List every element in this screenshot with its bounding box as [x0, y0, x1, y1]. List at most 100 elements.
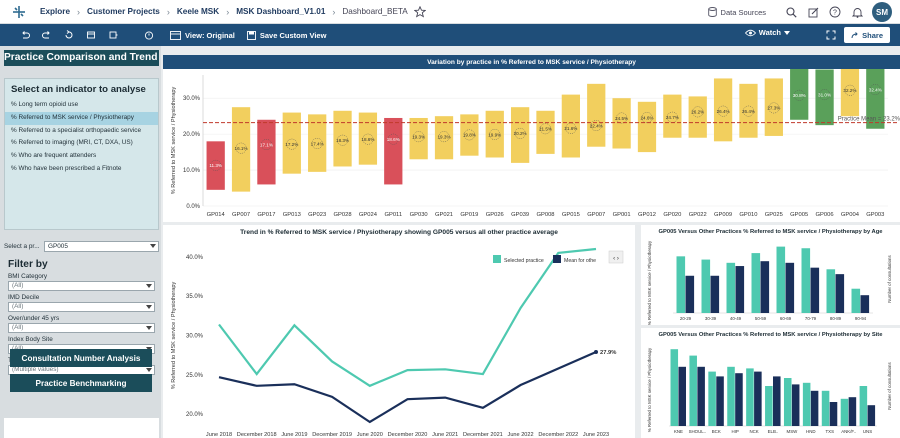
selected-practice-bar[interactable]: [776, 246, 786, 313]
selected-practice-bar[interactable]: [726, 262, 736, 313]
indicator-option[interactable]: % Referred to a specialist orthopaedic s…: [11, 126, 142, 134]
watch-button[interactable]: Watch: [744, 28, 790, 37]
other-practices-bar[interactable]: [835, 274, 845, 313]
other-practices-bar[interactable]: [735, 373, 743, 426]
practice-range-bar[interactable]: [536, 110, 555, 154]
selected-practice-bar[interactable]: [670, 349, 679, 426]
breadcrumb-explore[interactable]: Explore: [40, 7, 71, 16]
variation-chart[interactable]: % Referred to MSK service / Physiotherap…: [163, 69, 900, 222]
edit-icon[interactable]: [802, 2, 824, 22]
practice-range-bar[interactable]: [561, 94, 581, 158]
practice-range-bar[interactable]: [713, 78, 733, 142]
other-practices-bar[interactable]: [867, 405, 876, 426]
other-practices-bar[interactable]: [810, 267, 820, 313]
user-avatar[interactable]: SM: [872, 2, 892, 22]
breadcrumb-customer-projects[interactable]: Customer Projects: [87, 7, 160, 16]
practice-range-bar[interactable]: [815, 69, 834, 126]
selected-practice-bar[interactable]: [708, 371, 716, 426]
selected-practice-bar[interactable]: [701, 259, 711, 313]
selected-practice-bar[interactable]: [821, 390, 830, 426]
help-icon[interactable]: ?: [824, 2, 846, 22]
practice-range-bar[interactable]: [866, 69, 885, 129]
selected-practice-bar[interactable]: [746, 368, 754, 426]
practice-range-bar[interactable]: [358, 112, 378, 165]
other-practices-mean-line[interactable]: [218, 351, 597, 424]
search-icon[interactable]: [780, 2, 802, 22]
selected-practice-bar[interactable]: [851, 288, 861, 313]
other-practices-bar[interactable]: [860, 295, 870, 313]
indicator-option[interactable]: % Referred to imaging (MRI, CT, DXA, US): [11, 139, 133, 147]
tableau-logo-icon[interactable]: [12, 5, 26, 19]
practice-dropdown[interactable]: GP005: [44, 240, 159, 252]
indicator-option[interactable]: % Who are frequent attenders: [11, 152, 97, 160]
selected-practice-bar[interactable]: [676, 256, 686, 313]
other-practices-bar[interactable]: [754, 371, 762, 426]
star-icon[interactable]: [413, 5, 426, 18]
timer-icon[interactable]: [138, 24, 160, 46]
practice-range-bar[interactable]: [764, 78, 783, 136]
filter-dropdown[interactable]: (All): [8, 302, 155, 312]
refresh-icon[interactable]: [80, 24, 102, 46]
practice-range-bar[interactable]: [409, 117, 428, 160]
practice-range-bar[interactable]: [434, 116, 454, 160]
fullscreen-icon[interactable]: [820, 24, 842, 46]
consultation-number-analysis-button[interactable]: Consultation Number Analysis: [10, 349, 152, 367]
revert-icon[interactable]: [58, 24, 80, 46]
other-practices-bar[interactable]: [848, 397, 857, 426]
practice-range-bar[interactable]: [384, 117, 403, 185]
other-practices-bar[interactable]: [773, 376, 781, 426]
practice-range-bar[interactable]: [333, 110, 352, 167]
selected-practice-bar[interactable]: [859, 386, 868, 426]
notification-bell-icon[interactable]: [846, 2, 868, 22]
selected-practice-bar[interactable]: [801, 248, 811, 313]
selected-practice-bar[interactable]: [751, 253, 761, 313]
other-practices-bar[interactable]: [685, 275, 695, 313]
pause-updates-icon[interactable]: [102, 24, 124, 46]
undo-icon[interactable]: [14, 24, 36, 46]
practice-range-bar[interactable]: [840, 69, 860, 117]
site-chart[interactable]: % Referred to MSK service / Physiotherap…: [641, 342, 900, 438]
practice-range-bar[interactable]: [510, 107, 530, 163]
breadcrumb-msk-dashboard[interactable]: MSK Dashboard_V1.01: [236, 7, 326, 16]
practice-range-bar[interactable]: [688, 96, 707, 138]
other-practices-bar[interactable]: [760, 261, 770, 313]
save-custom-view-button[interactable]: Save Custom View: [246, 31, 326, 40]
practice-range-bar[interactable]: [663, 94, 682, 138]
practice-range-bar[interactable]: [231, 107, 251, 192]
practice-range-bar[interactable]: [282, 112, 301, 174]
selected-practice-line[interactable]: [218, 247, 597, 388]
share-button[interactable]: Share: [844, 27, 890, 43]
filter-dropdown[interactable]: (All): [8, 281, 155, 291]
practice-range-bar[interactable]: [637, 101, 657, 153]
data-sources-button[interactable]: Data Sources: [707, 7, 766, 17]
selected-practice-bar[interactable]: [802, 382, 811, 426]
selected-practice-bar[interactable]: [689, 355, 697, 426]
selected-practice-bar[interactable]: [727, 366, 735, 426]
indicator-option[interactable]: % Referred to MSK service / Physiotherap…: [5, 111, 158, 125]
practice-range-bar[interactable]: [308, 114, 327, 172]
practice-benchmarking-button[interactable]: Practice Benchmarking: [10, 374, 152, 392]
other-practices-bar[interactable]: [697, 366, 705, 426]
practice-range-bar[interactable]: [206, 141, 225, 190]
other-practices-bar[interactable]: [735, 266, 745, 313]
breadcrumb-keele-msk[interactable]: Keele MSK: [176, 7, 220, 16]
other-practices-bar[interactable]: [710, 275, 720, 313]
other-practices-bar[interactable]: [810, 390, 819, 426]
indicator-option[interactable]: % Long term opioid use: [11, 101, 79, 108]
practice-range-bar[interactable]: [587, 83, 606, 147]
selected-practice-bar[interactable]: [765, 386, 773, 426]
selected-practice-bar[interactable]: [783, 378, 792, 426]
other-practices-bar[interactable]: [678, 366, 686, 426]
view-original-button[interactable]: View: Original: [170, 31, 235, 40]
legend-nav-button[interactable]: [608, 250, 624, 264]
practice-range-bar[interactable]: [460, 114, 479, 156]
filter-dropdown[interactable]: (All): [8, 323, 155, 333]
practice-range-bar[interactable]: [612, 98, 631, 149]
other-practices-bar[interactable]: [716, 376, 724, 426]
indicator-option[interactable]: % Who have been prescribed a Fitnote: [11, 164, 122, 172]
practice-range-bar[interactable]: [790, 69, 809, 120]
selected-practice-bar[interactable]: [840, 398, 849, 426]
redo-icon[interactable]: [36, 24, 58, 46]
selected-practice-bar[interactable]: [826, 269, 836, 313]
age-chart[interactable]: % Referred to MSK service / Physiotherap…: [641, 239, 900, 325]
